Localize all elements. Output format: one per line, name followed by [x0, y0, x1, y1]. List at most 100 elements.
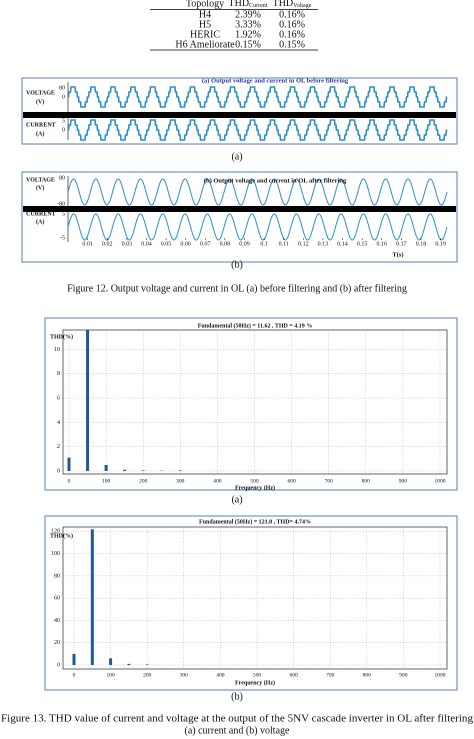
x-tick-label: 0.04 — [141, 241, 152, 247]
table-cell: HERIC — [190, 29, 220, 40]
figure-frame — [21, 77, 458, 145]
figure-frame — [21, 171, 458, 263]
black-band — [23, 206, 456, 212]
x-tick-label: 100 — [102, 478, 111, 484]
x-tick-label: 800 — [362, 478, 371, 484]
x-tick-label: 0.1 — [260, 241, 268, 247]
harmonic-bar — [123, 469, 127, 471]
table-header: Topology — [186, 0, 224, 9]
waveform — [67, 178, 448, 206]
x-tick-label: 900 — [399, 478, 408, 484]
x-tick-label: 0.17 — [396, 241, 407, 247]
tick-label: -80 — [57, 201, 65, 207]
panel-label: (b) — [231, 259, 243, 270]
axis-label: Frequency (Hz) — [235, 484, 275, 491]
table-cell: 0.16% — [279, 19, 305, 30]
axis-label: CURRENT — [26, 122, 56, 128]
x-tick-label: 700 — [326, 672, 335, 678]
x-tick-label: 0 — [73, 672, 76, 678]
tick-label: 5 — [62, 211, 65, 217]
header-sub: Voltage — [293, 3, 312, 9]
x-tick-label: 0.06 — [180, 241, 191, 247]
tick-label: 80 — [59, 85, 65, 91]
x-tick-label: 1000 — [435, 478, 446, 484]
axis-label: VOLTAGE — [26, 177, 55, 183]
tick-label: 0 — [62, 127, 65, 133]
harmonic-bar — [141, 470, 145, 471]
chart-title: Fundamental (50Hz) = 121.8 , THD= 4.74% — [199, 518, 311, 525]
x-tick-label: 0.01 — [82, 241, 93, 247]
waveform — [67, 213, 448, 241]
y-tick-label: 10 — [54, 347, 60, 353]
x-tick-label: 0.05 — [161, 241, 172, 247]
y-tick-label: 0 — [57, 468, 60, 474]
black-band — [23, 112, 456, 118]
table-cell: 0.16% — [279, 9, 305, 20]
x-tick-label: 500 — [250, 478, 259, 484]
harmonic-bar — [127, 663, 131, 665]
panel-label: (a) — [231, 494, 242, 505]
axis-label: (V) — [36, 98, 44, 105]
y-tick-label: 40 — [54, 618, 60, 624]
y-tick-label: 80 — [54, 573, 60, 579]
axis-label: (A) — [36, 130, 44, 137]
tick-label: -5 — [60, 235, 65, 241]
x-tick-label: 600 — [287, 478, 296, 484]
harmonic-bar — [109, 658, 113, 665]
axis-label: CURRENT — [26, 211, 56, 217]
x-tick-label: 800 — [363, 672, 372, 678]
table-header: THDVoltage — [273, 0, 312, 9]
plot-area — [62, 329, 448, 475]
x-tick-label: 0.07 — [200, 241, 211, 247]
harmonic-bar — [72, 653, 76, 665]
y-tick-label: 2 — [57, 444, 60, 450]
x-tick-label: 100 — [106, 672, 115, 678]
harmonic-bar — [145, 664, 149, 665]
table-cell: H4 — [199, 9, 211, 20]
axis-label: VOLTAGE — [26, 90, 55, 96]
table-header: THDCurrent — [229, 0, 268, 9]
x-tick-label: 0.13 — [318, 241, 329, 247]
tick-label: 5 — [62, 118, 65, 124]
axis-label: (A) — [36, 218, 44, 225]
x-tick-label: 200 — [139, 478, 148, 484]
axis-label: THD(%) — [50, 333, 73, 340]
table-cell: H5 — [199, 19, 211, 30]
x-tick-label: 900 — [399, 672, 408, 678]
x-tick-label: 0 — [68, 478, 71, 484]
y-tick-label: 0 — [57, 662, 60, 668]
x-tick-label: 0.18 — [416, 241, 427, 247]
panel-title: (b) Output voltage and current in OL aft… — [204, 177, 347, 184]
x-tick-label: 500 — [253, 672, 262, 678]
header-main: THD — [273, 0, 294, 9]
x-tick-label: 700 — [325, 478, 334, 484]
x-tick-label: 0.15 — [357, 241, 368, 247]
axis-label: Frequency (Hz) — [235, 679, 275, 686]
y-tick-label: 120 — [51, 529, 60, 535]
table-cell: 0.15% — [279, 39, 305, 50]
x-tick-label: 400 — [216, 672, 225, 678]
y-tick-label: 20 — [54, 640, 60, 646]
x-tick-label: 0.03 — [122, 241, 133, 247]
harmonic-bar — [178, 470, 182, 471]
x-tick-label: 0.16 — [377, 241, 388, 247]
x-tick-label: 600 — [289, 672, 298, 678]
harmonic-bar — [90, 529, 94, 665]
x-tick-label: 0.19 — [435, 241, 446, 247]
panel-label: (b) — [231, 691, 243, 702]
harmonic-bar — [86, 329, 90, 471]
x-tick-label: 0.11 — [279, 241, 289, 247]
tick-label: 0 — [62, 94, 65, 100]
waveform — [67, 119, 448, 141]
figure-caption: Figure 13. THD value of current and volt… — [1, 713, 473, 724]
axis-label: (V) — [36, 184, 44, 191]
table-cell: 0.16% — [279, 29, 305, 40]
waveform — [67, 86, 448, 108]
x-tick-label: 0.12 — [298, 241, 309, 247]
axis-label: T(s) — [392, 251, 403, 258]
table-cell: 0.15% — [235, 39, 261, 50]
table-cell: 2.39% — [235, 9, 261, 20]
y-tick-label: 8 — [57, 371, 60, 377]
tick-label: 80 — [59, 175, 65, 181]
